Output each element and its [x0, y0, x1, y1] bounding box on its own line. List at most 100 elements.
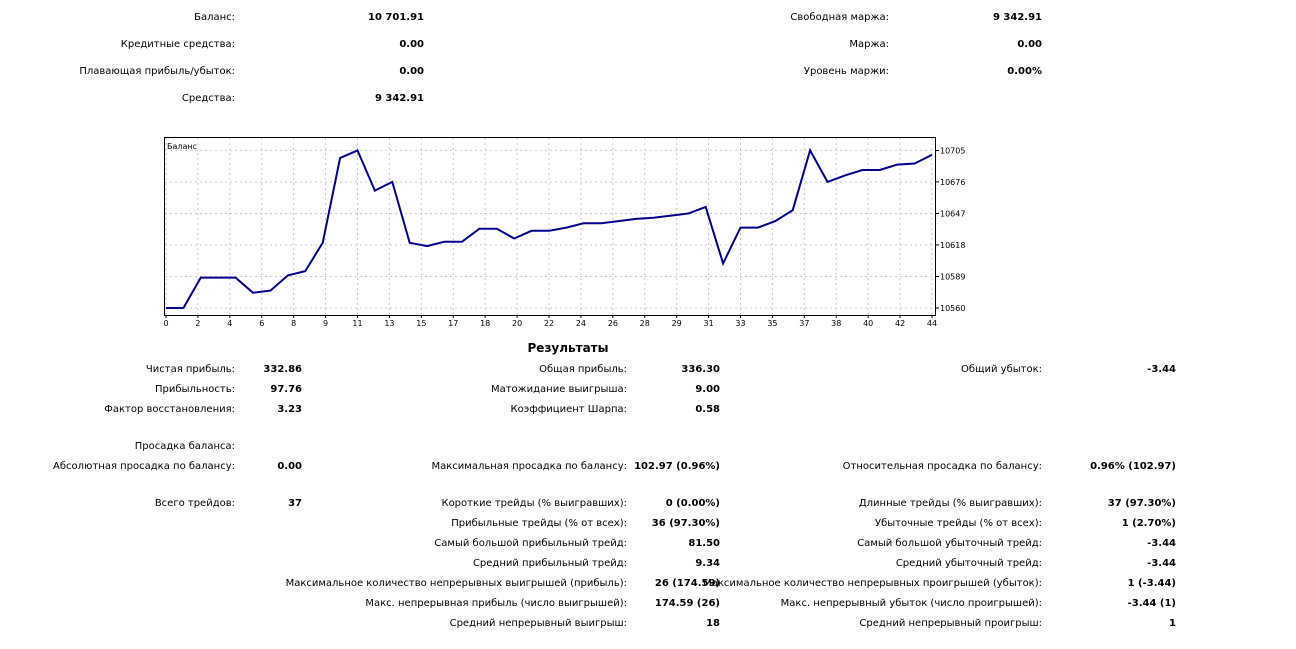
trade-stat-label: Прибыльные трейды (% от всех): [451, 518, 627, 529]
trade-stat-value: 26 (174.59) [654, 578, 720, 589]
credit-value: 0.00 [399, 39, 424, 50]
sharpe-label: Коэффициент Шарпа: [510, 404, 627, 415]
margin-level-value: 0.00% [1007, 66, 1042, 77]
x-tick-label: 4 [227, 319, 232, 328]
x-tick-label: 35 [767, 319, 777, 328]
x-tick-label: 38 [831, 319, 841, 328]
x-tick-label: 8 [291, 319, 296, 328]
trade-stat-label: Самый большой прибыльный трейд: [434, 538, 627, 549]
chart-grid [165, 138, 935, 315]
trade-stat-label: Средний непрерывный выигрыш: [449, 618, 627, 629]
expected-payoff-label: Матожидание выигрыша: [490, 384, 627, 395]
trade-stat-value: 37 (97.30%) [1107, 498, 1176, 509]
profitability-label: Прибыльность: [155, 384, 235, 395]
x-tick-label: 20 [512, 319, 522, 328]
balance-label: Баланс: [194, 12, 235, 23]
x-tick-label: 9 [323, 319, 328, 328]
trade-stat-label: Длинные трейды (% выигравших): [858, 498, 1042, 509]
x-tick-label: 42 [895, 319, 905, 328]
balance-chart-svg: Баланс [165, 138, 935, 315]
total-trades-value: 37 [288, 498, 302, 509]
y-tick-label: 10589 [940, 272, 965, 281]
x-tick-label: 44 [927, 319, 937, 328]
x-tick-label: 31 [703, 319, 713, 328]
y-tick-label: 10676 [940, 178, 965, 187]
chart-title: Баланс [167, 142, 197, 151]
recovery-factor-value: 3.23 [277, 404, 302, 415]
max-drawdown-label: Максимальная просадка по балансу: [431, 461, 627, 472]
max-drawdown-value: 102.97 (0.96%) [634, 461, 720, 472]
gross-profit-value: 336.30 [681, 364, 720, 375]
results-title: Результаты [527, 341, 609, 355]
trade-stat-value: 174.59 (26) [654, 598, 720, 609]
equity-label: Средства: [181, 93, 235, 104]
x-axis-ticks: 0 2 4 6 8 9 11 13 15 17 18 20 22 24 26 28 29 31 33 35 37 38 40… [163, 315, 937, 328]
balance-value: 10 701.91 [368, 12, 424, 23]
margin-level-label: Уровень маржи: [803, 66, 889, 77]
trade-stat-label: Самый большой убыточный трейд: [857, 538, 1042, 549]
y-tick-label: 10560 [940, 304, 965, 313]
trade-stat-value: 36 (97.30%) [651, 518, 720, 529]
balance-series-line [166, 147, 933, 309]
trade-stat-label: Макс. непрерывная прибыль (число выигрыш… [365, 598, 627, 609]
trade-stat-label: Максимальное количество непрерывных прои… [703, 578, 1042, 589]
trade-stat-value: 1 (2.70%) [1121, 518, 1176, 529]
x-tick-label: 40 [863, 319, 873, 328]
x-tick-label: 22 [544, 319, 554, 328]
trade-stat-value: 81.50 [688, 538, 720, 549]
gross-loss-value: -3.44 [1147, 364, 1176, 375]
trade-stat-label: Средний убыточный трейд: [895, 558, 1042, 569]
net-profit-value: 332.86 [263, 364, 302, 375]
free-margin-value: 9 342.91 [992, 12, 1042, 23]
x-tick-label: 2 [195, 319, 200, 328]
floating-pl-value: 0.00 [399, 66, 424, 77]
x-tick-label: 24 [576, 319, 586, 328]
trade-stat-value: 1 (-3.44) [1127, 578, 1176, 589]
drawdown-header: Просадка баланса: [134, 441, 235, 452]
x-tick-label: 13 [384, 319, 394, 328]
margin-label: Маржа: [849, 39, 889, 50]
floating-pl-label: Плавающая прибыль/убыток: [79, 66, 235, 77]
sharpe-value: 0.58 [695, 404, 720, 415]
trade-stat-label: Убыточные трейды (% от всех): [874, 518, 1042, 529]
trade-stat-value: -3.44 (1) [1127, 598, 1176, 609]
x-tick-label: 29 [672, 319, 682, 328]
x-tick-label: 6 [259, 319, 264, 328]
x-tick-label: 15 [416, 319, 426, 328]
x-tick-label: 0 [163, 319, 168, 328]
y-tick-label: 10618 [940, 241, 965, 250]
recovery-factor-label: Фактор восстановления: [104, 404, 235, 415]
trade-stat-value: 18 [706, 618, 720, 629]
gross-loss-label: Общий убыток: [961, 364, 1042, 375]
equity-value: 9 342.91 [374, 93, 424, 104]
x-tick-label: 17 [448, 319, 458, 328]
trade-stat-label: Средний непрерывный проигрыш: [859, 618, 1042, 629]
rel-drawdown-value: 0.96% (102.97) [1090, 461, 1176, 472]
abs-drawdown-value: 0.00 [277, 461, 302, 472]
trade-stat-value: 1 [1169, 618, 1176, 629]
rel-drawdown-label: Относительная просадка по балансу: [842, 461, 1042, 472]
trade-stat-value: 0 (0.00%) [665, 498, 720, 509]
trade-stat-value: -3.44 [1147, 538, 1176, 549]
trade-stat-label: Максимальное количество непрерывных выиг… [285, 578, 627, 589]
x-tick-label: 28 [640, 319, 650, 328]
x-tick-label: 37 [799, 319, 809, 328]
y-tick-label: 10647 [940, 209, 965, 218]
net-profit-label: Чистая прибыль: [145, 364, 235, 375]
trade-stat-label: Короткие трейды (% выигравших): [441, 498, 627, 509]
trade-stat-label: Макс. непрерывный убыток (число проигрыш… [780, 598, 1042, 609]
y-axis-ticks: 10705 10676 10647 10618 10589 10560 [935, 146, 965, 313]
profitability-value: 97.76 [270, 384, 302, 395]
trade-stat-value: -3.44 [1147, 558, 1176, 569]
balance-chart: Баланс [164, 137, 936, 316]
expected-payoff-value: 9.00 [695, 384, 720, 395]
x-tick-label: 11 [352, 319, 362, 328]
free-margin-label: Свободная маржа: [790, 12, 889, 23]
gross-profit-label: Общая прибыль: [539, 364, 627, 375]
abs-drawdown-label: Абсолютная просадка по балансу: [53, 461, 235, 472]
x-tick-label: 33 [735, 319, 745, 328]
x-tick-label: 26 [608, 319, 618, 328]
total-trades-label: Всего трейдов: [154, 498, 235, 509]
credit-label: Кредитные средства: [120, 39, 235, 50]
y-tick-label: 10705 [940, 146, 965, 155]
